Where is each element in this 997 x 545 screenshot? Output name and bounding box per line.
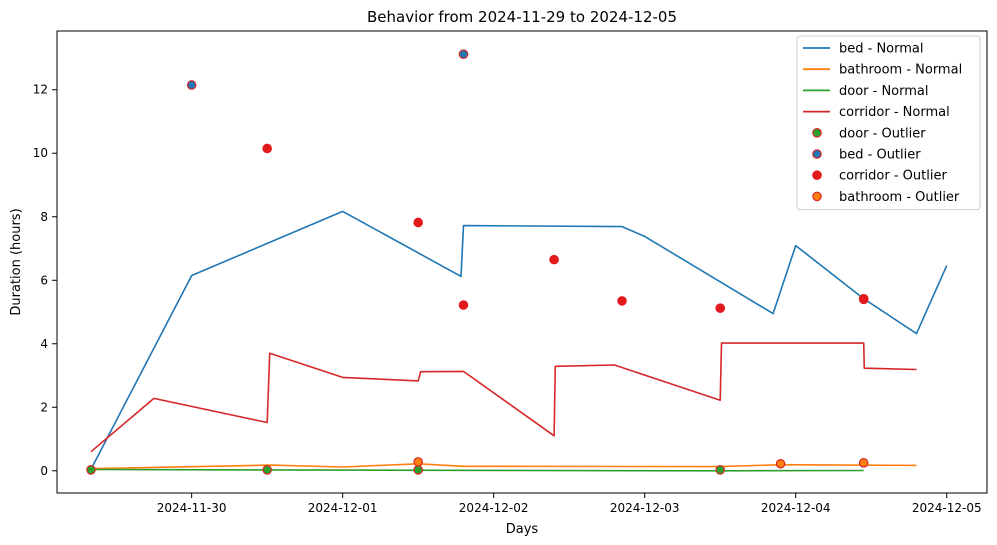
x-tick-label: 2024-12-01	[308, 501, 378, 515]
y-tick-label: 0	[40, 464, 48, 478]
legend-label: door - Normal	[839, 84, 929, 99]
door-outlier-point	[413, 465, 423, 475]
y-tick-label: 10	[33, 146, 48, 160]
bathroom-outlier-point	[858, 458, 869, 468]
legend-swatch-marker	[812, 128, 822, 138]
door-normal-line	[90, 468, 864, 472]
legend: bed - Normal bathroom - Normal door - Norm…	[796, 35, 981, 211]
legend-label: corridor - Outlier	[839, 169, 947, 184]
x-tick-label: 2024-12-02	[459, 501, 529, 515]
bed-outlier-point	[458, 49, 469, 59]
door-outlier-point	[715, 465, 726, 475]
legend-label: bathroom - Outlier	[839, 190, 960, 205]
x-axis: 2024-11-30 2024-12-01 2024-12-02 2024-12-03…	[157, 493, 982, 515]
y-axis: 0 2 4 6 8 10 12	[33, 83, 57, 478]
legend-label: door - Outlier	[839, 126, 926, 141]
bed-outlier-point	[186, 80, 197, 90]
bed-normal-line	[90, 210, 948, 470]
y-tick-label: 8	[40, 210, 48, 224]
legend-swatch-marker	[812, 170, 822, 180]
x-tick-label: 2024-12-05	[912, 501, 982, 515]
series-layer	[86, 49, 948, 475]
legend-swatch-marker	[812, 191, 822, 202]
legend-label: bed - Outlier	[839, 148, 921, 163]
bathroom-outlier-point	[775, 458, 786, 469]
bathroom-outlier-point	[413, 457, 423, 467]
legend-label: bathroom - Normal	[839, 63, 962, 78]
bathroom-normal-line	[90, 462, 917, 470]
corridor-outlier-point	[858, 294, 869, 305]
y-tick-label: 4	[40, 337, 48, 351]
corridor-normal-line	[90, 342, 917, 453]
legend-swatch-marker	[812, 149, 822, 159]
corridor-outlier-point	[617, 296, 627, 306]
legend-label: corridor - Normal	[839, 105, 950, 120]
y-axis-label: Duration (hours)	[9, 208, 24, 315]
x-tick-label: 2024-11-30	[157, 501, 227, 515]
corridor-outlier-point	[549, 254, 559, 265]
plot-area	[56, 30, 988, 494]
x-tick-label: 2024-12-03	[610, 501, 680, 515]
legend-label: bed - Normal	[839, 42, 924, 57]
door-outlier-point	[262, 465, 272, 475]
x-axis-label: Days	[506, 522, 539, 537]
door-outlier-point	[86, 465, 96, 475]
y-tick-label: 12	[33, 83, 48, 97]
corridor-outlier-point	[262, 143, 272, 154]
x-tick-label: 2024-12-04	[761, 501, 831, 515]
legend-box	[796, 35, 981, 211]
y-tick-label: 6	[40, 273, 48, 287]
chart-title: Behavior from 2024-11-29 to 2024-12-05	[367, 8, 677, 26]
corridor-outlier-point	[413, 217, 423, 228]
y-tick-label: 2	[40, 400, 48, 414]
corridor-outlier-point	[715, 303, 726, 313]
corridor-outlier-point	[458, 300, 469, 310]
